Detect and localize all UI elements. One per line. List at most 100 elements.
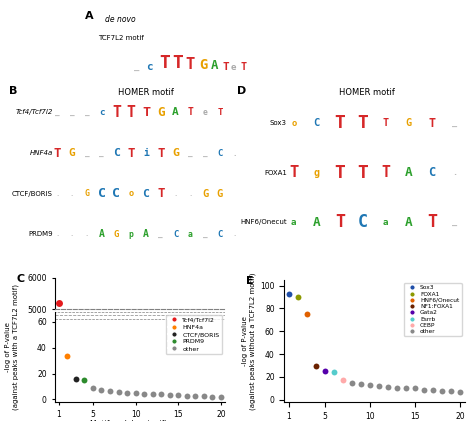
Point: [294, 294, 301, 301]
Text: i: i: [143, 148, 149, 158]
Text: g: g: [314, 168, 320, 178]
Text: T: T: [240, 61, 246, 72]
Text: C: C: [217, 230, 223, 239]
Text: .: .: [70, 191, 74, 197]
Text: G: G: [217, 189, 223, 199]
Text: A: A: [85, 11, 94, 21]
Text: T: T: [222, 61, 229, 72]
Text: -log of P-value
(against peaks with a TCF7L2 motif): -log of P-value (against peaks with a TC…: [5, 284, 18, 410]
Point: [303, 311, 310, 317]
Text: T: T: [54, 147, 61, 160]
Text: T: T: [357, 114, 368, 132]
Text: _: _: [55, 108, 60, 117]
Point: [89, 384, 97, 391]
Text: A: A: [405, 216, 413, 229]
Point: [106, 388, 114, 394]
Text: p: p: [129, 230, 134, 239]
Text: _: _: [158, 230, 163, 239]
Text: _: _: [134, 63, 139, 72]
Point: [140, 390, 148, 397]
Text: PRDM9: PRDM9: [28, 232, 53, 237]
Text: A: A: [143, 229, 149, 240]
Point: [348, 379, 356, 386]
Text: A: A: [210, 59, 218, 72]
Text: D: D: [237, 86, 246, 96]
Text: _: _: [452, 119, 457, 128]
Text: A: A: [405, 166, 413, 179]
Text: T: T: [159, 53, 170, 72]
Point: [339, 377, 346, 384]
Text: a: a: [291, 218, 297, 226]
Text: o: o: [291, 119, 297, 128]
Text: T: T: [428, 117, 435, 130]
Point: [366, 381, 374, 388]
Text: C: C: [428, 166, 436, 179]
Point: [183, 392, 191, 399]
Text: .: .: [232, 149, 237, 157]
Text: _: _: [203, 230, 208, 239]
Point: [429, 386, 437, 393]
Point: [438, 387, 446, 394]
Text: _: _: [84, 108, 89, 117]
Text: _: _: [203, 149, 208, 157]
Text: T: T: [128, 147, 135, 160]
Text: T: T: [289, 165, 299, 180]
Text: .: .: [188, 191, 192, 197]
Text: E: E: [246, 276, 254, 286]
Text: T: T: [142, 106, 150, 119]
Point: [123, 390, 131, 397]
Text: A: A: [99, 229, 105, 240]
Text: CTCF/BORIS: CTCF/BORIS: [12, 191, 53, 197]
Point: [64, 352, 71, 359]
Point: [115, 389, 122, 396]
Point: [411, 385, 419, 392]
Point: [174, 392, 182, 398]
Text: o: o: [128, 189, 134, 198]
Text: G: G: [406, 118, 412, 128]
Text: Tcf4/Tcf7l2: Tcf4/Tcf7l2: [15, 109, 53, 115]
Text: FOXA1: FOXA1: [264, 170, 287, 176]
Text: T: T: [335, 114, 345, 132]
Text: T: T: [217, 108, 223, 117]
Text: A: A: [172, 107, 179, 117]
Point: [375, 383, 383, 389]
Text: _: _: [452, 218, 457, 226]
Point: [420, 386, 428, 393]
Point: [81, 377, 88, 384]
Point: [200, 393, 208, 400]
Text: T: T: [127, 105, 136, 120]
Point: [98, 387, 105, 394]
Text: G: G: [172, 148, 179, 158]
Text: .: .: [233, 232, 237, 237]
Point: [402, 385, 410, 392]
Point: [456, 389, 464, 395]
Legend: Tcf4/Tcf7l2, HNF4a, CTCF/BORIS, PRDM9, other: Tcf4/Tcf7l2, HNF4a, CTCF/BORIS, PRDM9, o…: [165, 314, 222, 354]
Text: a: a: [188, 230, 193, 239]
Point: [330, 369, 337, 376]
Text: .: .: [173, 191, 178, 197]
Point: [312, 362, 319, 369]
Text: T: T: [335, 213, 345, 231]
Point: [191, 392, 199, 399]
Point: [321, 368, 329, 375]
Text: T: T: [335, 164, 345, 181]
Text: C: C: [113, 148, 120, 158]
Text: e: e: [231, 63, 237, 72]
Text: A: A: [313, 216, 321, 229]
Text: _: _: [188, 149, 192, 157]
Text: TCF7L2 motif: TCF7L2 motif: [98, 35, 144, 41]
Text: T: T: [383, 118, 389, 128]
Point: [447, 387, 455, 394]
Point: [217, 394, 225, 400]
Point: [393, 385, 401, 392]
Text: Sox3: Sox3: [270, 120, 287, 126]
Text: C: C: [173, 230, 178, 239]
Text: T: T: [112, 105, 121, 120]
Point: [149, 391, 156, 398]
Text: T: T: [427, 213, 437, 231]
Point: [285, 290, 293, 297]
Text: .: .: [55, 232, 59, 237]
Text: C: C: [217, 149, 223, 157]
Text: _: _: [70, 108, 74, 117]
Text: e: e: [203, 108, 208, 117]
